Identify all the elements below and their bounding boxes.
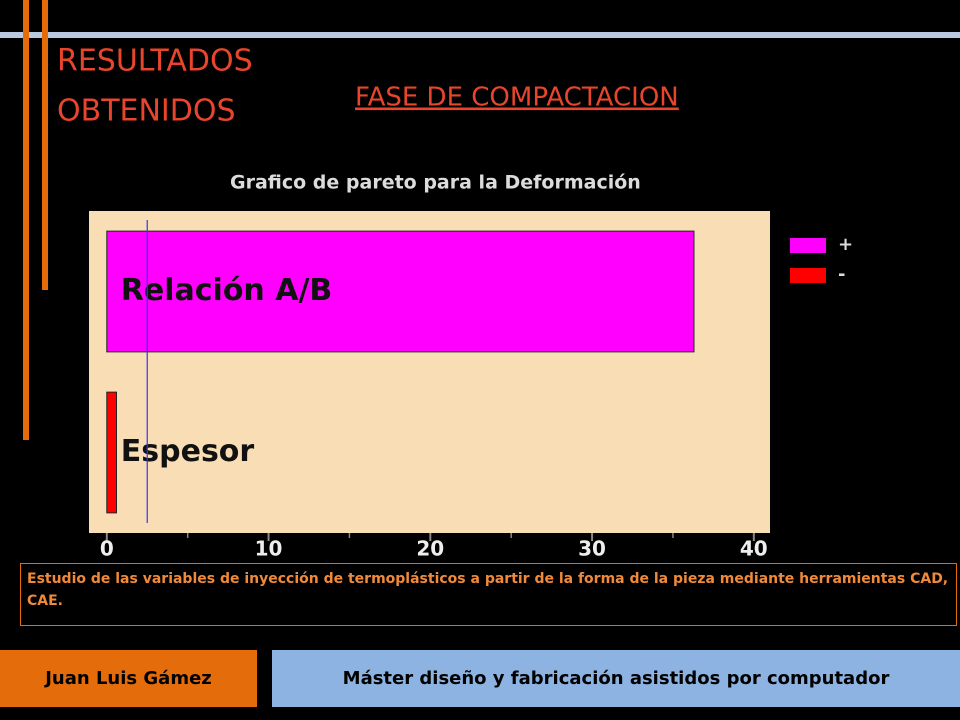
- x-tick-label: 10: [255, 537, 283, 561]
- legend-label: -: [838, 264, 845, 285]
- description: Estudio de las variables de inyección de…: [20, 563, 957, 626]
- legend-swatch: [790, 238, 826, 253]
- top-rule: [0, 32, 960, 38]
- chart-title: Grafico de pareto para la Deformación: [230, 172, 641, 194]
- slide-title: RESULTADOS: [57, 44, 253, 79]
- slide-subtitle: FASE DE COMPACTACION: [355, 83, 679, 113]
- bar: [106, 391, 117, 514]
- category-label: Relación A/B: [121, 273, 332, 308]
- x-tick-label: 0: [100, 537, 114, 561]
- legend-label: +: [838, 234, 853, 255]
- category-label: Espesor: [121, 434, 255, 469]
- bar: [106, 230, 695, 353]
- x-tick-label: 20: [416, 537, 444, 561]
- x-tick-label: 40: [740, 537, 768, 561]
- legend-swatch: [790, 268, 826, 283]
- accent-line: [42, 0, 48, 290]
- footer-author: Juan Luis Gámez: [0, 650, 257, 707]
- footer-course: Máster diseño y fabricación asistidos po…: [272, 650, 960, 707]
- accent-line: [23, 0, 29, 440]
- x-tick-label: 30: [578, 537, 606, 561]
- slide-title: OBTENIDOS: [57, 94, 236, 129]
